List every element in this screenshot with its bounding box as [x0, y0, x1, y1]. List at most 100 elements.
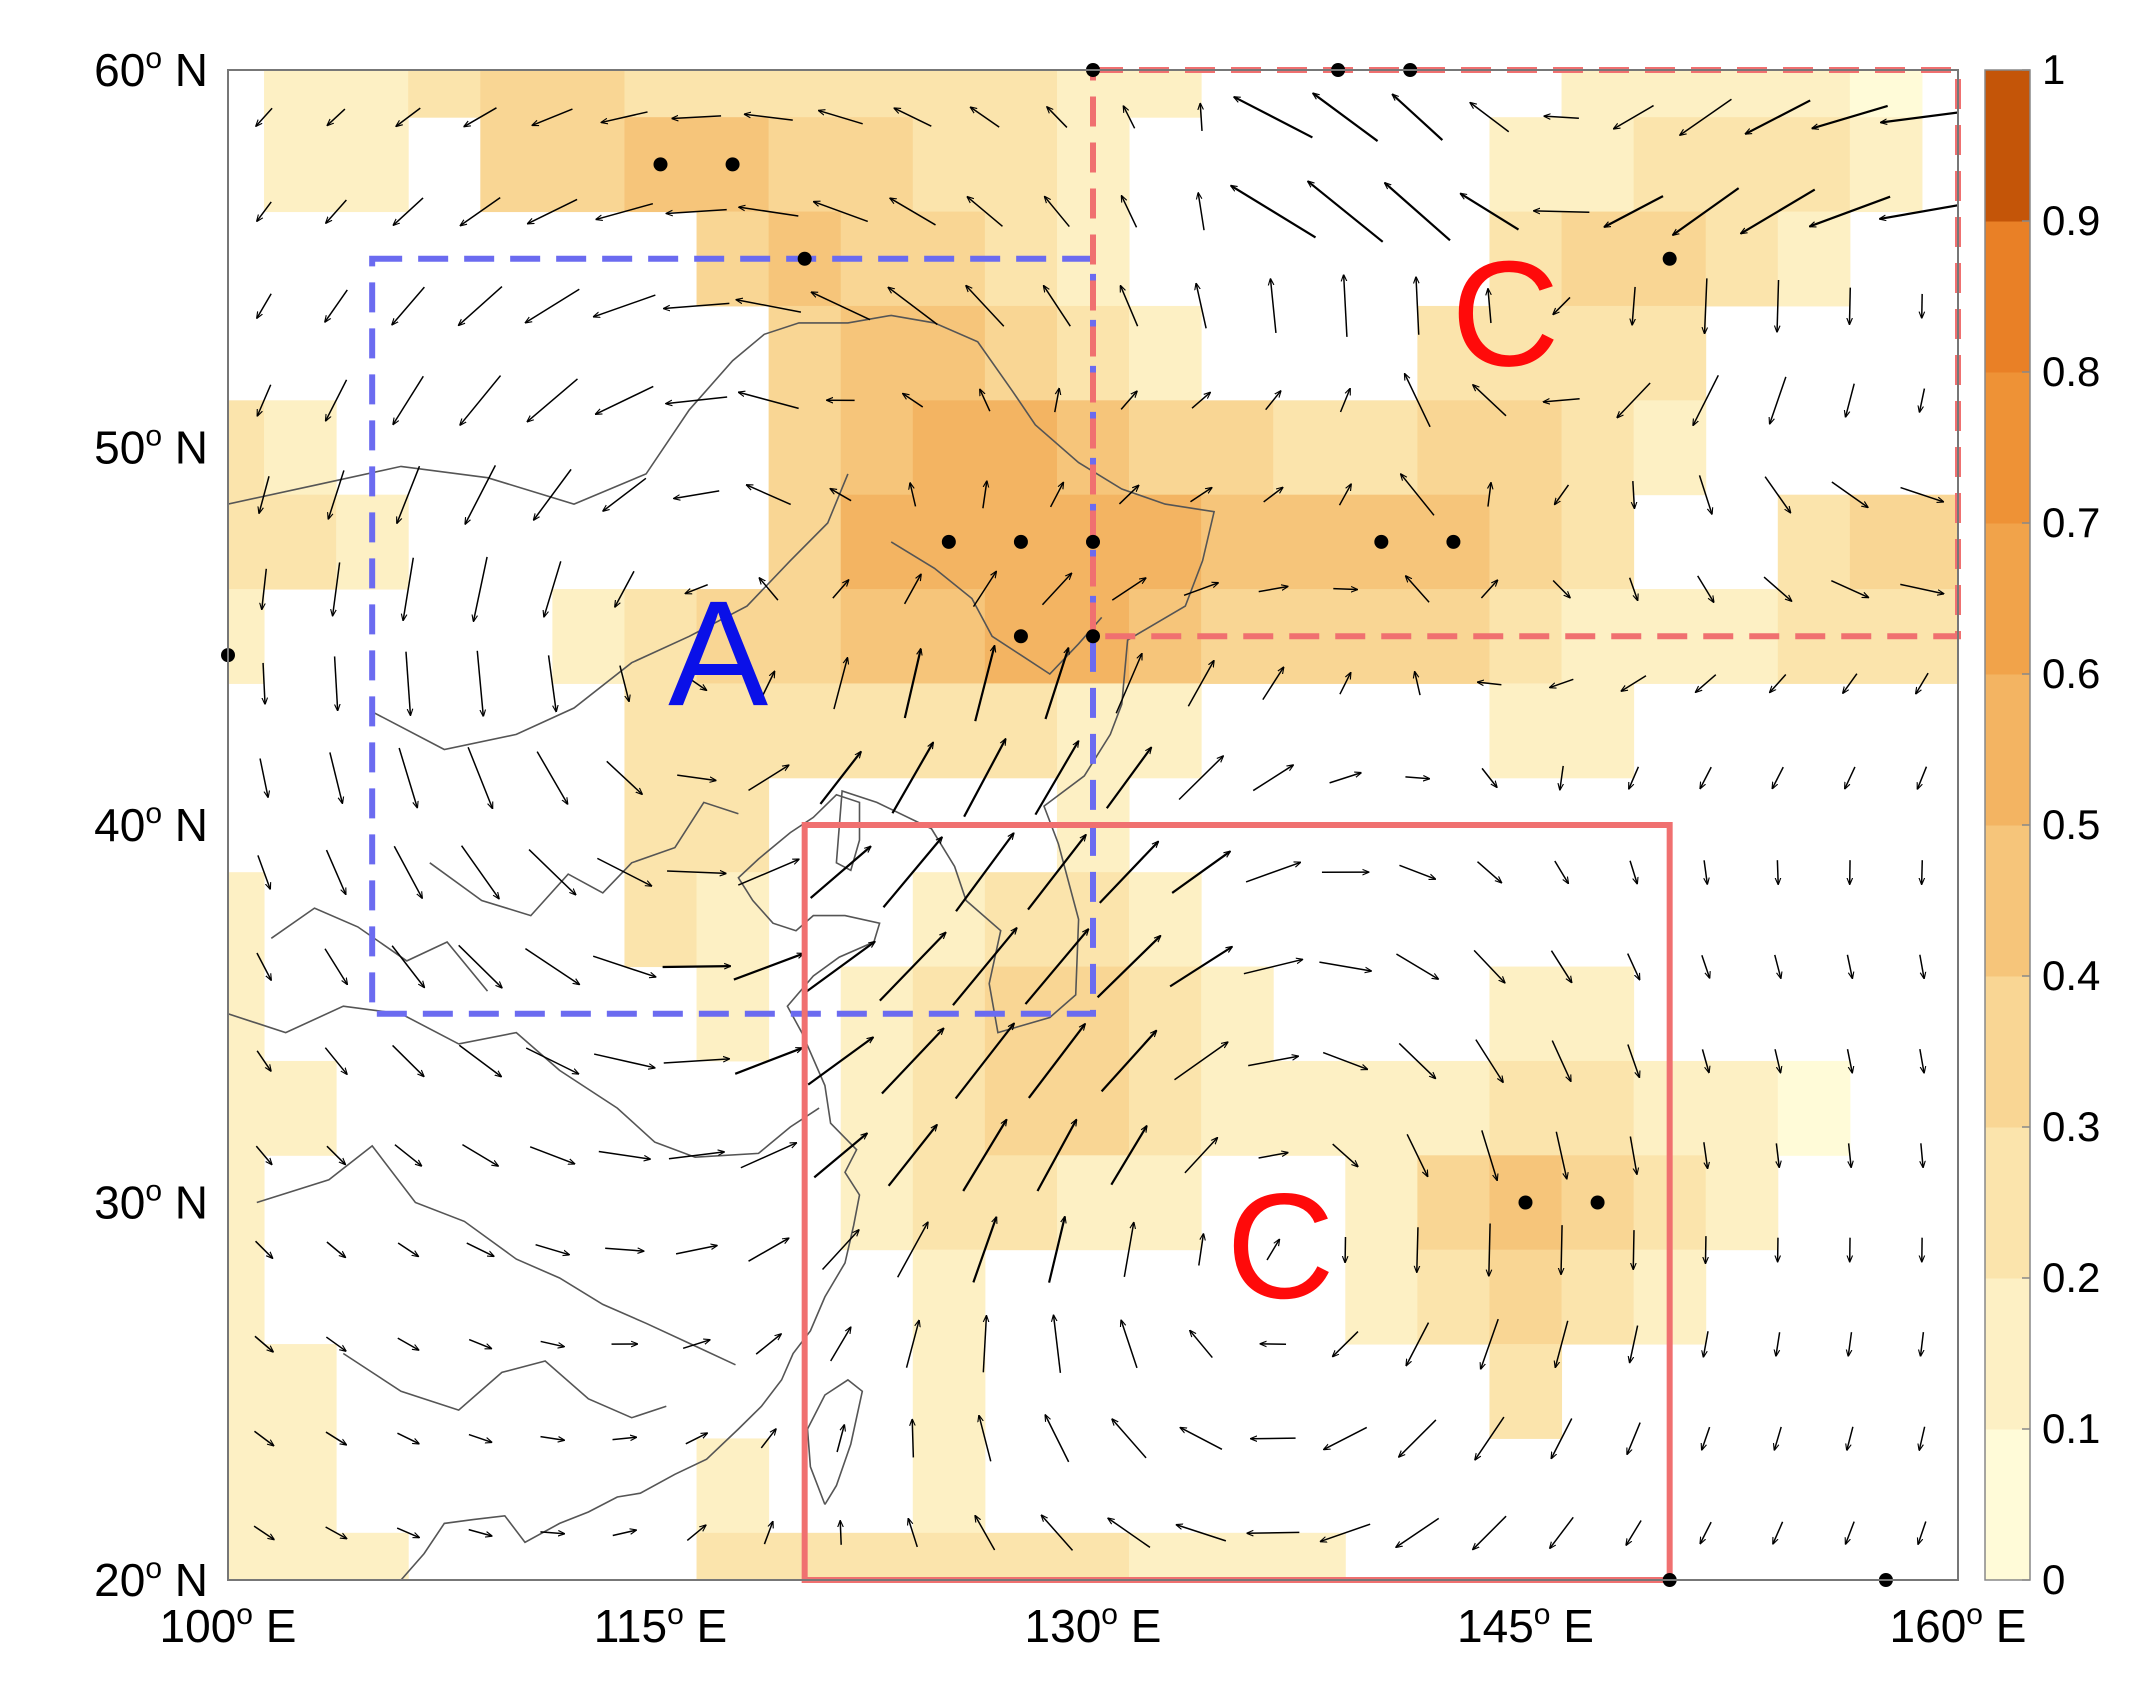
shading-cell: [912, 683, 986, 779]
wind-vector: [597, 857, 651, 886]
wind-vector: [459, 286, 503, 326]
colorbar-segment: [1985, 1429, 2030, 1581]
wind-vector: [740, 1143, 797, 1169]
shading-cell: [1201, 1532, 1274, 1580]
wind-vector: [1473, 949, 1505, 982]
shading-cell: [912, 117, 986, 213]
wind-vector: [739, 392, 799, 410]
wind-vector: [760, 1429, 776, 1449]
wind-vector: [1476, 861, 1501, 883]
significance-dot: [1446, 534, 1461, 549]
coastline: [228, 1005, 820, 1159]
wind-vector: [980, 389, 991, 412]
significance-dot: [1590, 1195, 1605, 1210]
colorbar-tick-label: 0.9: [2042, 197, 2100, 244]
wind-vector: [962, 1120, 1006, 1192]
wind-vector: [1881, 111, 1958, 123]
wind-vector: [1045, 1415, 1070, 1463]
wind-vector: [1054, 1315, 1062, 1373]
wind-vector: [1604, 195, 1664, 227]
wind-vector: [1417, 1227, 1418, 1272]
wind-vector: [1270, 279, 1277, 334]
wind-vector: [755, 1334, 781, 1355]
wind-vector: [1696, 674, 1717, 693]
wind-vector: [596, 202, 654, 220]
wind-vector: [1169, 947, 1232, 988]
shading-cell: [1345, 1249, 1418, 1345]
wind-vector: [1258, 1153, 1288, 1159]
wind-vector: [1702, 1426, 1711, 1450]
shading-cell: [768, 305, 842, 401]
shading-cell: [984, 1532, 1058, 1580]
shading-cell: [912, 1155, 986, 1251]
wind-vector: [1630, 1325, 1639, 1363]
colorbar-segment: [1985, 1127, 2030, 1279]
lat-tick-label: 50o N: [94, 420, 208, 474]
wind-vector: [606, 760, 642, 794]
shading-cell: [1129, 966, 1202, 1062]
colorbar-segment: [1985, 523, 2030, 675]
wind-vector: [1262, 667, 1284, 701]
wind-vector: [748, 765, 789, 792]
wind-vector: [333, 562, 341, 615]
wind-vector: [1633, 481, 1635, 508]
wind-vector: [1626, 953, 1640, 980]
wind-vector: [1478, 682, 1502, 685]
wind-vector: [1919, 1048, 1924, 1073]
wind-vector: [908, 1519, 918, 1548]
wind-vector: [1846, 383, 1855, 417]
wind-vector: [903, 649, 921, 719]
coastline: [429, 801, 739, 917]
shading-cell: [768, 117, 842, 213]
wind-vector: [1098, 841, 1159, 904]
wind-vector: [1027, 835, 1086, 911]
colorbar-segment: [1985, 825, 2030, 977]
wind-vector: [1096, 936, 1161, 999]
wind-vector: [1112, 1419, 1147, 1459]
wind-vector: [1027, 1024, 1085, 1099]
wind-vector: [1698, 475, 1711, 514]
wind-vector: [253, 1525, 274, 1539]
wind-vector: [476, 650, 483, 716]
wind-vector: [955, 833, 1014, 912]
wind-vector: [682, 1340, 710, 1350]
shading-cell: [264, 70, 337, 118]
wind-vector: [464, 107, 497, 127]
wind-vector: [327, 108, 346, 125]
wind-vector: [840, 1521, 841, 1545]
significance-dot: [725, 157, 740, 172]
wind-vector: [257, 201, 272, 221]
wind-vector: [532, 108, 573, 125]
wind-vector: [1041, 573, 1071, 606]
wind-vector: [759, 578, 779, 601]
wind-vector: [1475, 1039, 1503, 1083]
wind-vector: [460, 196, 501, 226]
shading-cell: [1489, 117, 1563, 213]
shading-cell: [624, 589, 698, 684]
wind-vector: [1553, 296, 1571, 314]
wind-vector: [536, 751, 567, 804]
wind-vector: [1849, 287, 1850, 325]
shading-cell: [912, 589, 986, 684]
shading-cell: [1489, 966, 1563, 1062]
shading-cell: [840, 400, 914, 496]
wind-vector: [685, 583, 708, 594]
wind-vector: [1776, 1143, 1779, 1167]
wind-vector: [1705, 278, 1707, 333]
wind-vector: [1919, 1426, 1926, 1450]
shading-cell: [1489, 305, 1563, 401]
wind-vector: [1774, 954, 1781, 978]
wind-vector-layer: [253, 93, 1958, 1550]
wind-vector: [1111, 578, 1146, 601]
wind-vector: [734, 1047, 802, 1075]
shading-cell: [264, 117, 337, 213]
significance-dot: [1662, 251, 1677, 266]
shading-cell: [228, 872, 265, 968]
wind-vector: [603, 477, 647, 511]
wind-vector: [1045, 197, 1070, 228]
wind-vector: [897, 1222, 928, 1278]
wind-vector: [612, 1437, 637, 1439]
wind-vector: [326, 1145, 345, 1164]
wind-vector: [397, 1242, 418, 1256]
wind-vector: [894, 108, 932, 127]
